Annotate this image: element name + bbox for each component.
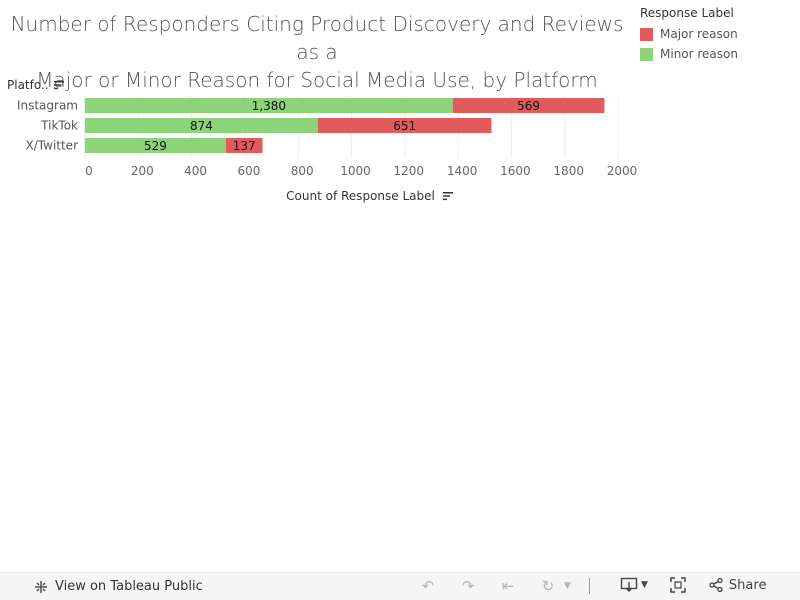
bar-value-label: 529 — [144, 139, 167, 153]
x-tick-label: 1800 — [553, 164, 584, 178]
x-tick-label: 2000 — [607, 164, 638, 178]
chart-title-line-1: Number of Responders Citing Product Disc… — [10, 12, 624, 64]
legend-item-major[interactable]: Major reason — [640, 24, 738, 44]
bar-labels: 1,380 569 874 651 529 137 — [144, 99, 540, 153]
chart-title: Number of Responders Citing Product Disc… — [0, 10, 634, 94]
toolbar: View on Tableau Public ↶ ↷ ⇤ ↻ ▼ ▼ Share — [0, 572, 800, 600]
category-label: Instagram — [17, 99, 78, 113]
row-header[interactable]: Platfo.. — [7, 78, 65, 92]
bars — [85, 98, 605, 153]
legend-title: Response Label — [640, 6, 734, 20]
x-tick-label: 600 — [237, 164, 260, 178]
bar-value-label: 569 — [517, 99, 540, 113]
bar-segment-major-reason[interactable] — [452, 98, 605, 113]
bar-value-label: 1,380 — [252, 99, 286, 113]
x-tick-label: 200 — [131, 164, 154, 178]
x-tick-label: 0 — [85, 164, 93, 178]
x-tick-label: 1000 — [340, 164, 371, 178]
download-icon[interactable]: ▼ — [620, 577, 648, 593]
chart-title-line-2: Major or Minor Reason for Social Media U… — [36, 68, 598, 92]
bar-chart: 1,380 569 874 651 529 137 Instagram TikTok X/Tw… — [17, 96, 637, 178]
x-tick-label: 400 — [184, 164, 207, 178]
category-label: TikTok — [40, 119, 78, 133]
bar-segment-minor-reason[interactable] — [85, 118, 318, 133]
bar-segment-minor-reason[interactable] — [85, 138, 226, 153]
legend-label-major: Major reason — [660, 27, 738, 41]
undo-icon[interactable]: ↶ — [421, 577, 435, 595]
redo-icon[interactable]: ↷ — [461, 577, 475, 595]
row-header-label: Platfo.. — [7, 78, 49, 92]
category-labels: Instagram TikTok X/Twitter — [17, 99, 78, 153]
legend-swatch-minor — [640, 47, 653, 61]
toolbar-history: ↶ ↷ ⇤ ↻ ▼ — [418, 577, 610, 595]
x-tick-label: 1600 — [500, 164, 531, 178]
view-on-tableau-label: View on Tableau Public — [55, 579, 203, 594]
x-sort-icon[interactable] — [442, 191, 454, 201]
toolbar-divider — [588, 578, 590, 594]
share-button[interactable]: Share — [708, 577, 767, 593]
share-label: Share — [728, 577, 767, 593]
share-icon — [709, 577, 723, 593]
bar-segment-major-reason[interactable] — [317, 118, 492, 133]
x-tick-label: 1400 — [447, 164, 478, 178]
bar-value-label: 137 — [233, 139, 256, 153]
bar-value-label: 651 — [393, 119, 416, 133]
refresh-dropdown-icon[interactable]: ▼ — [564, 581, 571, 591]
fullscreen-icon[interactable] — [670, 577, 686, 593]
legend: Response Label Major reason Minor reason — [640, 6, 738, 64]
legend-label-minor: Minor reason — [660, 47, 738, 61]
legend-item-minor[interactable]: Minor reason — [640, 44, 738, 64]
toolbar-actions: ▼ Share — [620, 577, 766, 593]
sort-icon[interactable] — [53, 80, 65, 90]
revert-icon[interactable]: ⇤ — [501, 577, 515, 595]
tableau-logo-icon — [35, 580, 47, 593]
bar-segment-major-reason[interactable] — [225, 138, 263, 153]
view-on-tableau-button[interactable]: View on Tableau Public — [33, 579, 203, 595]
refresh-icon[interactable]: ↻ — [541, 577, 555, 595]
x-axis-title-label: Count of Response Label — [286, 189, 435, 203]
legend-swatch-major — [640, 27, 653, 41]
bar-segment-minor-reason[interactable] — [85, 98, 453, 113]
bar-value-label: 874 — [190, 119, 213, 133]
x-tick-label: 1200 — [394, 164, 425, 178]
x-axis-title[interactable]: Count of Response Label — [0, 189, 740, 203]
tick-labels: 0 200 400 600 800 1000 1200 1400 1600 1800 2000 — [85, 164, 637, 178]
category-label: X/Twitter — [26, 139, 79, 153]
x-tick-label: 800 — [291, 164, 314, 178]
